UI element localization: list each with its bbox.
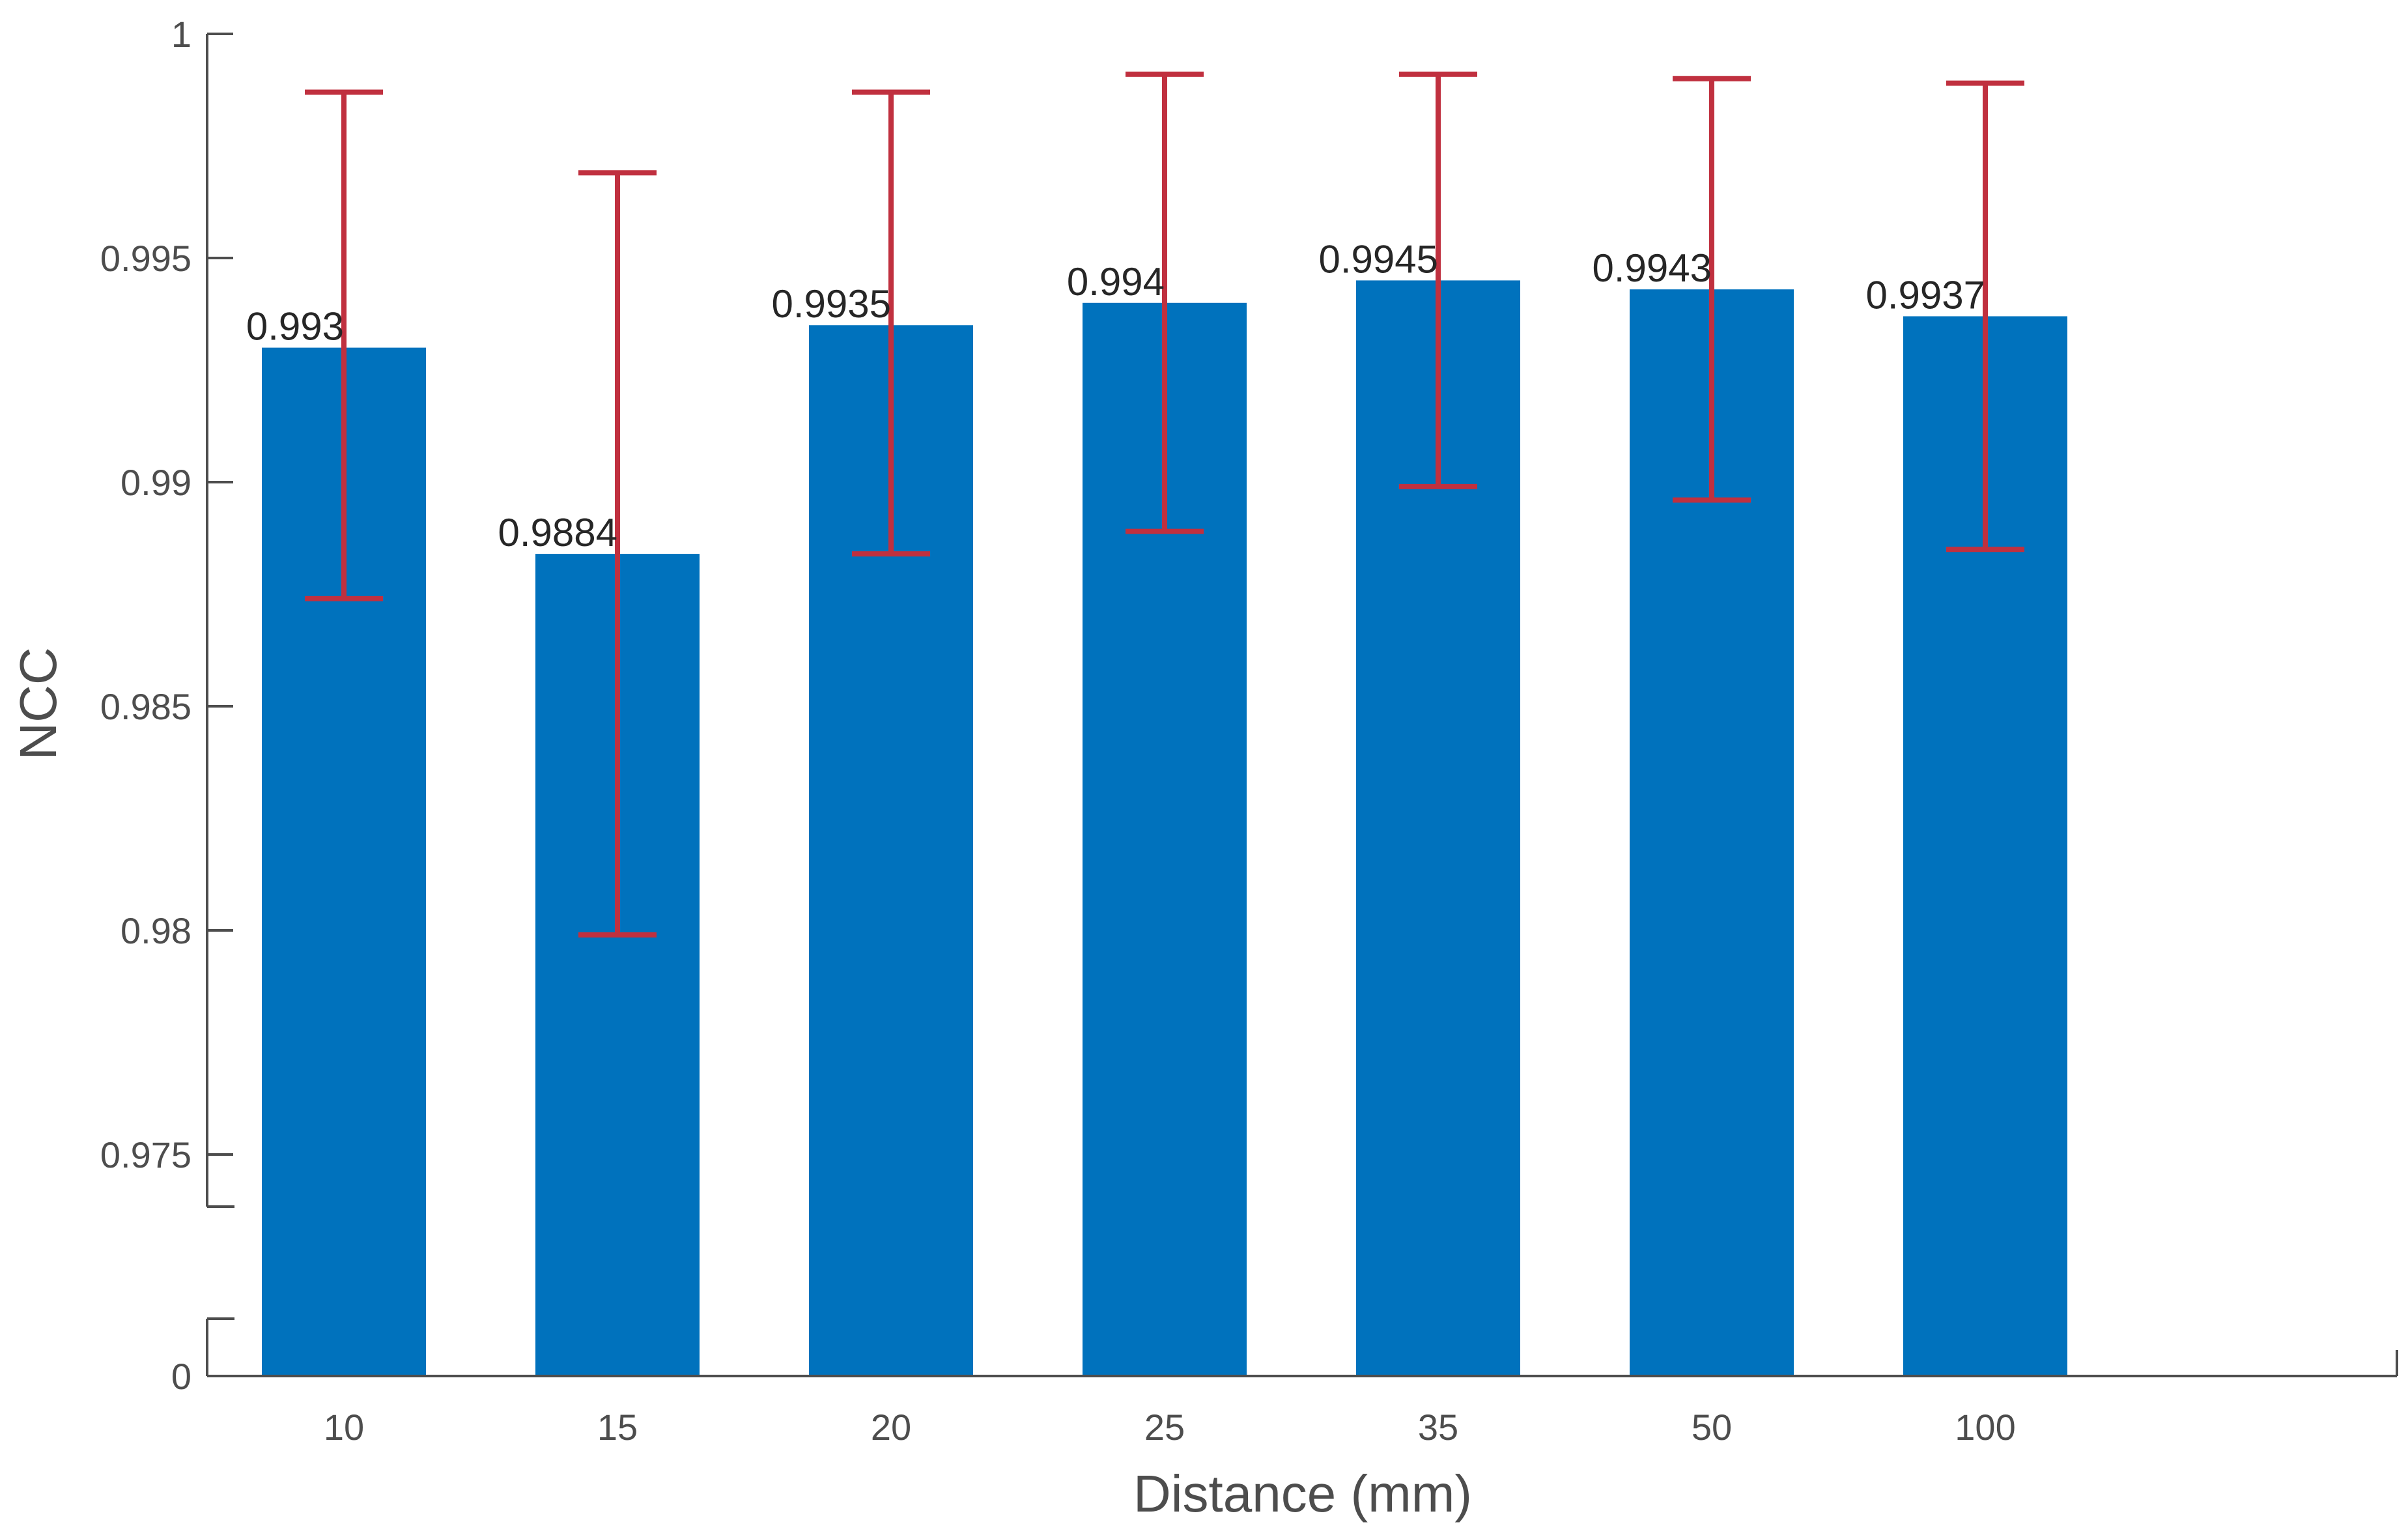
- data-label-10: 0.993: [246, 305, 344, 349]
- y-tick-label: 0.98: [120, 910, 191, 951]
- y-axis-title: NCC: [9, 647, 67, 760]
- axes: [206, 34, 2398, 1377]
- error-bar-35: [1399, 71, 1477, 489]
- data-label-25: 0.994: [1067, 260, 1165, 304]
- y-tick-label: 0.995: [100, 238, 191, 279]
- data-label-50: 0.9943: [1592, 246, 1712, 290]
- x-tick-label: 100: [1955, 1407, 2015, 1448]
- y-tick-label: 0.99: [120, 462, 191, 503]
- x-ticks-group: 10 15 20 25 35 50 100: [324, 1407, 2016, 1448]
- y-tick-label: 1: [171, 14, 191, 55]
- error-bars-group: [305, 71, 2024, 938]
- y-ticks-group: 0 0.975 0.98 0.985 0.99 0.995 1: [100, 14, 233, 1397]
- error-bar-10: [305, 89, 383, 601]
- error-bar-100: [1946, 80, 2024, 552]
- x-tick-label: 35: [1418, 1407, 1458, 1448]
- error-bar-25: [1126, 71, 1204, 534]
- error-bar-20: [852, 89, 930, 557]
- data-labels-group: 0.993 0.9884 0.9935 0.994 0.9945 0.9943 0.9937: [246, 237, 1985, 554]
- data-label-20: 0.9935: [771, 282, 891, 326]
- x-tick-label: 10: [324, 1407, 364, 1448]
- data-label-35: 0.9945: [1318, 237, 1438, 281]
- error-bar-50: [1673, 76, 1751, 503]
- error-bar-15: [578, 170, 657, 938]
- data-label-15: 0.9884: [498, 511, 617, 554]
- y-tick-label: 0.985: [100, 686, 191, 727]
- x-axis-title: Distance (mm): [1133, 1465, 1472, 1523]
- y-tick-label: 0.975: [100, 1134, 191, 1175]
- x-tick-label: 25: [1144, 1407, 1185, 1448]
- x-tick-label: 20: [871, 1407, 911, 1448]
- data-label-100: 0.9937: [1865, 273, 1985, 317]
- y-tick-label: 0: [171, 1356, 191, 1397]
- x-tick-label: 15: [597, 1407, 638, 1448]
- x-tick-label: 50: [1692, 1407, 1732, 1448]
